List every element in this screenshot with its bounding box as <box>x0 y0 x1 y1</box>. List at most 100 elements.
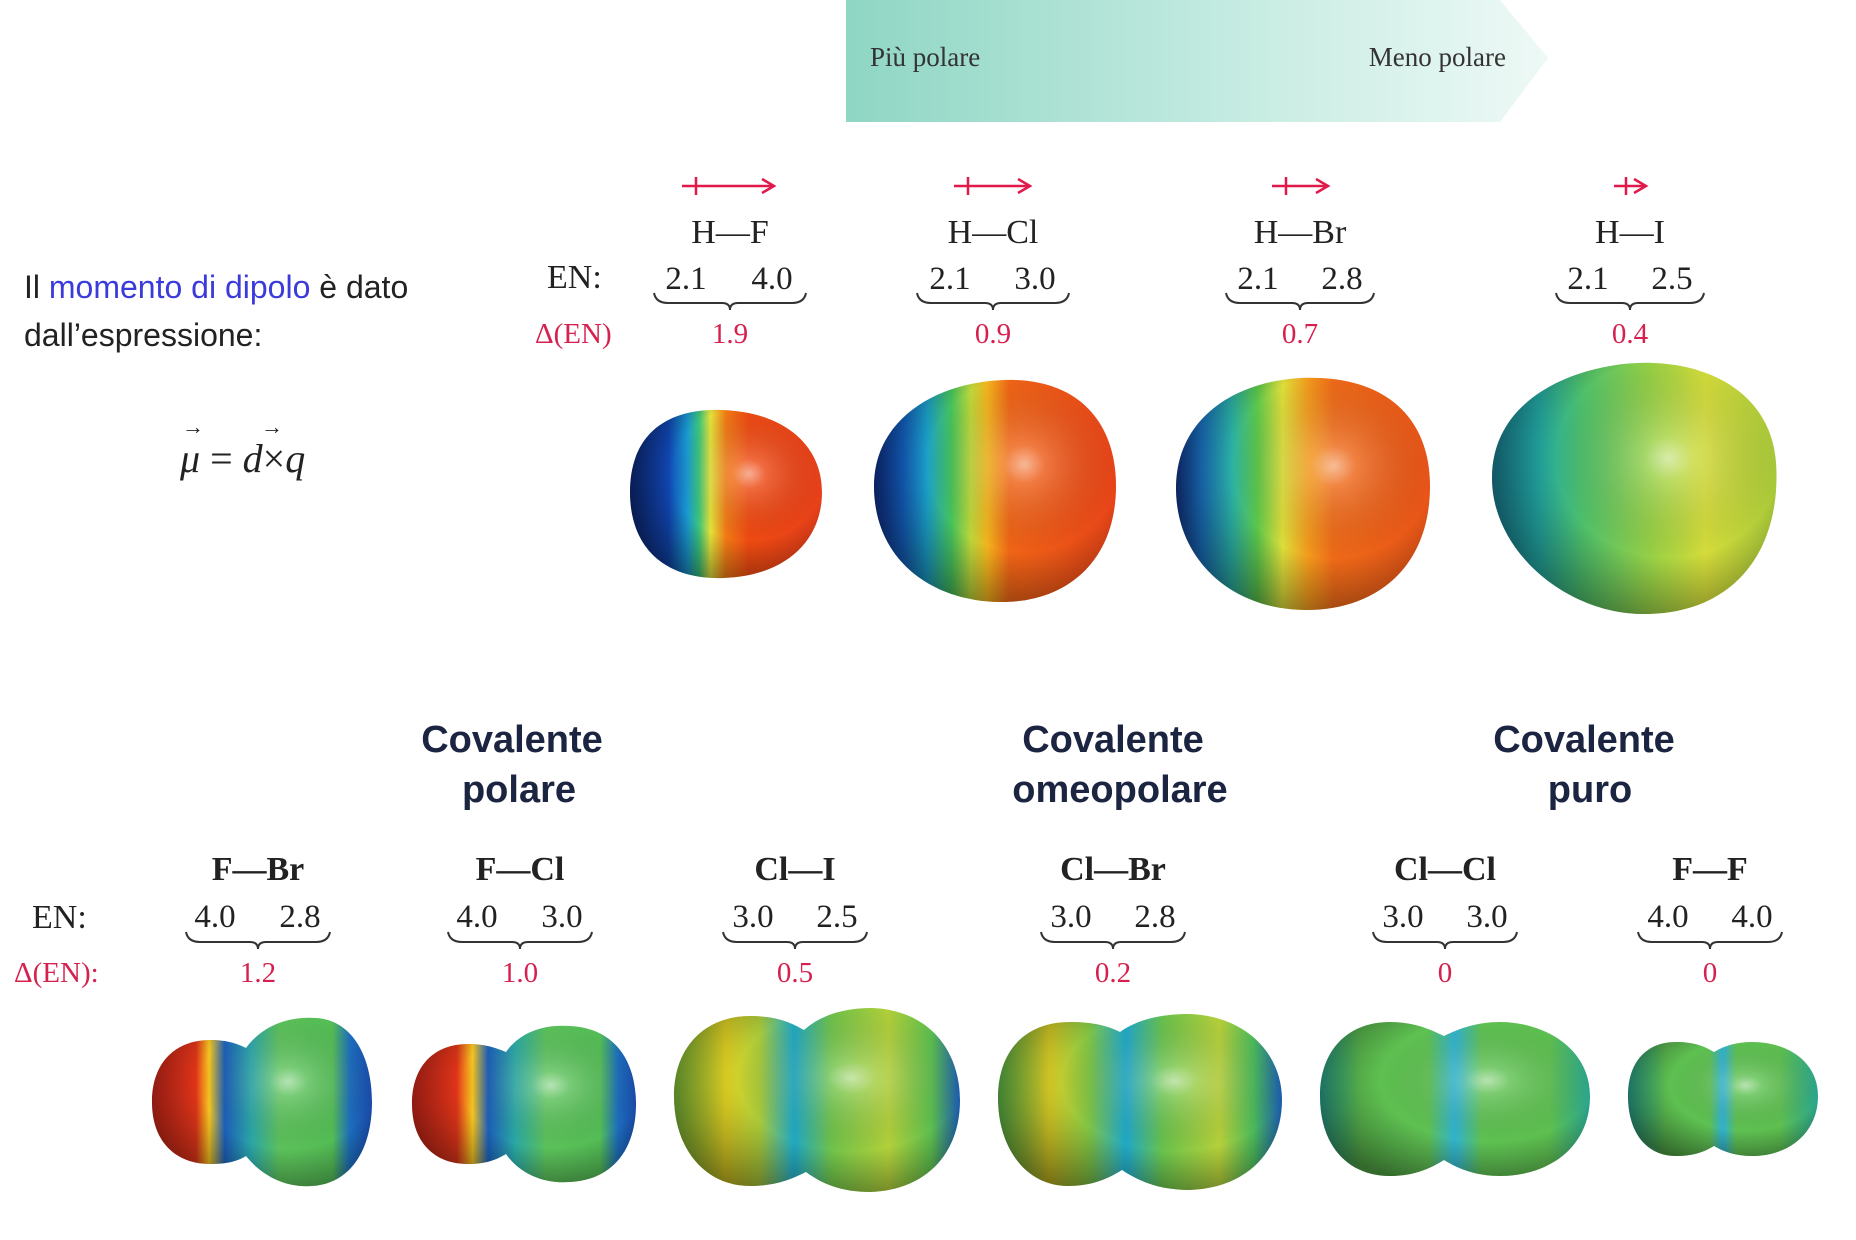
formula-label: F—Br <box>212 851 305 888</box>
en-left-value: 3.0 <box>1382 899 1423 935</box>
formula-text: μ = d×q <box>179 436 305 481</box>
en-right-value: 2.8 <box>279 899 320 935</box>
category-line2: polare <box>462 769 576 811</box>
dipole-moment-term: momento di dipolo <box>49 269 310 305</box>
bottom-en-label: EN: <box>32 899 87 936</box>
category-line2: omeopolare <box>1012 769 1227 811</box>
formula-times: × <box>263 436 286 481</box>
formula-equals: = <box>200 436 243 481</box>
en-brace-icon <box>1040 931 1186 950</box>
en-right-value: 3.0 <box>1466 899 1507 935</box>
bottom-delta-en-label: Δ(EN): <box>14 957 99 989</box>
en-right-value: 2.5 <box>816 899 857 935</box>
dipole-formula: → → μ = d×q <box>179 414 305 481</box>
en-right-value: 2.8 <box>1134 899 1175 935</box>
en-right-value: 3.0 <box>541 899 582 935</box>
dipole-arrow-icon <box>1272 177 1331 195</box>
category-line2: puro <box>1548 769 1632 811</box>
en-right-value: 4.0 <box>1731 899 1772 935</box>
delta-en-value: 0 <box>1703 957 1718 989</box>
dipole-arrow-icon <box>1614 177 1649 195</box>
dipole-arrow-icon <box>682 177 777 195</box>
category-pure: Covalente puro <box>1493 719 1675 811</box>
dipole-arrow-icon <box>954 177 1033 195</box>
delta-en-value: 1.2 <box>240 957 276 989</box>
delta-en-value: 1.9 <box>712 318 748 350</box>
en-brace-icon <box>1225 292 1375 311</box>
intro-line1-suffix: è dato <box>310 269 408 305</box>
en-brace-icon <box>916 292 1070 311</box>
formula-label: Cl—I <box>754 851 835 888</box>
banner-left-label: Più polare <box>870 42 980 72</box>
intro-line1-prefix: Il <box>24 269 49 305</box>
en-left-value: 3.0 <box>732 899 773 935</box>
formula-label: Cl—Br <box>1060 851 1166 888</box>
dipole-intro: Il momento di dipolo è dato dall’espress… <box>24 269 408 353</box>
top-molecule-hi: H—I 2.1 2.5 0.4 <box>1492 177 1777 615</box>
en-left-value: 4.0 <box>1647 899 1688 935</box>
en-brace-icon <box>1555 292 1705 311</box>
en-left-value: 4.0 <box>194 899 235 935</box>
formula-q: q <box>285 436 305 481</box>
ff-potential-map <box>1628 1042 1818 1156</box>
formula-label: F—F <box>1672 851 1748 888</box>
delta-en-value: 1.0 <box>502 957 538 989</box>
en-right-value: 4.0 <box>751 261 792 297</box>
bottom-molecule-fbr: F—Br 4.0 2.8 1.2 <box>152 851 372 1187</box>
en-right-value: 2.8 <box>1321 261 1362 297</box>
top-molecule-hbr: H—Br 2.1 2.8 0.7 <box>1176 177 1430 610</box>
top-delta-en-label: Δ(EN) <box>535 318 612 350</box>
en-right-value: 3.0 <box>1014 261 1055 297</box>
bottom-molecule-ff: F—F 4.0 4.0 0 <box>1628 851 1818 1156</box>
clcl-potential-map <box>1320 1022 1590 1176</box>
delta-en-value: 0.5 <box>777 957 813 989</box>
top-molecule-hf: H—F 2.1 4.0 1.9 <box>630 177 822 579</box>
formula-label: H—Cl <box>948 214 1039 251</box>
en-right-value: 2.5 <box>1651 261 1692 297</box>
en-left-value: 4.0 <box>456 899 497 935</box>
delta-en-value: 0 <box>1438 957 1453 989</box>
delta-en-value: 0.7 <box>1282 318 1318 350</box>
bottom-molecule-clbr: Cl—Br 3.0 2.8 0.2 <box>998 851 1282 1190</box>
d-vector-arrow: → <box>261 414 283 439</box>
en-brace-icon <box>653 292 807 311</box>
bottom-molecule-clcl: Cl—Cl 3.0 3.0 0 <box>1320 851 1590 1176</box>
en-left-value: 2.1 <box>665 261 706 297</box>
hbr-potential-map <box>1176 377 1430 610</box>
hi-potential-map <box>1492 362 1777 615</box>
top-molecule-hcl: H—Cl 2.1 3.0 0.9 <box>874 177 1116 602</box>
delta-en-value: 0.2 <box>1095 957 1131 989</box>
banner-right-label: Meno polare <box>1369 42 1506 72</box>
cli-potential-map <box>674 1008 960 1192</box>
top-en-label: EN: <box>547 259 602 296</box>
en-brace-icon <box>1637 931 1783 950</box>
delta-en-value: 0.9 <box>975 318 1011 350</box>
en-brace-icon <box>722 931 868 950</box>
formula-label: F—Cl <box>476 851 565 888</box>
clbr-potential-map <box>998 1014 1282 1190</box>
hcl-potential-map <box>874 379 1116 602</box>
category-line1: Covalente <box>421 719 603 761</box>
formula-label: H—Br <box>1254 214 1347 251</box>
hf-potential-map <box>630 409 822 579</box>
en-left-value: 2.1 <box>1237 261 1278 297</box>
category-omeopolar: Covalente omeopolare <box>1012 719 1227 811</box>
en-left-value: 2.1 <box>929 261 970 297</box>
formula-d: d <box>243 436 264 481</box>
mu-vector-arrow: → <box>182 414 204 439</box>
en-brace-icon <box>185 931 331 950</box>
bottom-molecule-cli: Cl—I 3.0 2.5 0.5 <box>674 851 960 1192</box>
en-brace-icon <box>447 931 593 950</box>
formula-label: H—F <box>691 214 768 251</box>
en-left-value: 3.0 <box>1050 899 1091 935</box>
fbr-potential-map <box>152 1017 372 1187</box>
category-line1: Covalente <box>1022 719 1204 761</box>
category-line1: Covalente <box>1493 719 1675 761</box>
banner-arrow-shape <box>846 0 1548 122</box>
intro-line2: dall’espressione: <box>24 317 262 353</box>
polarity-banner: Più polare Meno polare <box>846 0 1548 122</box>
formula-mu: μ <box>179 436 200 481</box>
delta-en-value: 0.4 <box>1612 318 1649 350</box>
formula-label: Cl—Cl <box>1394 851 1496 888</box>
